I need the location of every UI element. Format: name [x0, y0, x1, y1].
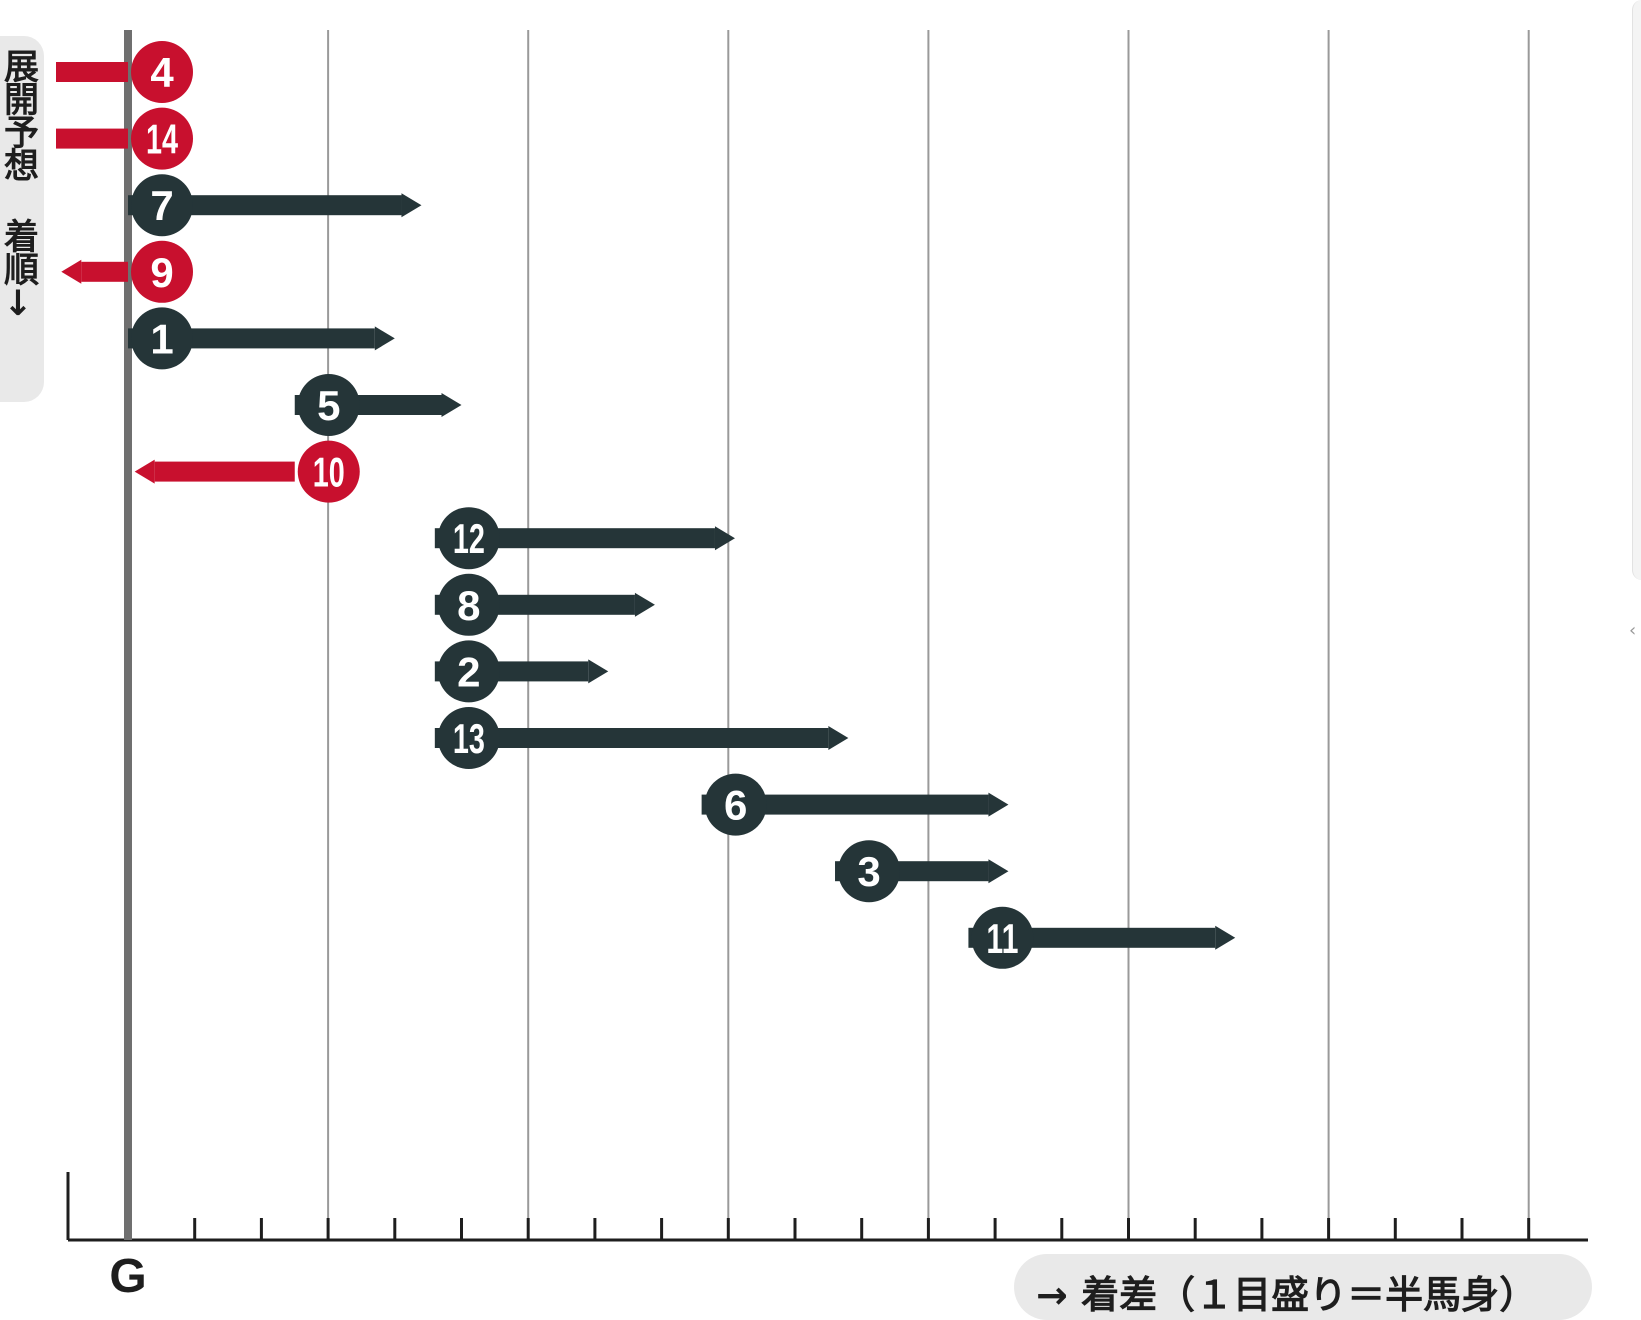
horse-row: 9: [61, 240, 193, 303]
horse-number-badge: [704, 773, 767, 836]
horse-row: 3: [835, 840, 1009, 903]
horse-row: 4: [56, 41, 193, 103]
horse-row: 6: [701, 773, 1009, 836]
horse-number-label: 9: [150, 249, 173, 296]
horse-row: 1: [128, 307, 395, 370]
x-axis-label-box: → 着差（１目盛り＝半馬身）: [1014, 1254, 1592, 1320]
horse-number-label: 11: [986, 915, 1018, 962]
horse-number-badge: [437, 507, 500, 570]
behind-arrow-shaft: [701, 794, 989, 815]
horse-number-label: 3: [857, 848, 880, 895]
horse-number-label: 7: [150, 182, 173, 229]
ahead-arrow-shaft: [154, 461, 295, 482]
chevron-left-icon[interactable]: ‹: [1629, 620, 1637, 641]
horse-number-label: 12: [453, 515, 485, 562]
horse-row: 11: [968, 906, 1236, 969]
goal-label: G: [109, 1250, 146, 1303]
horse-number-badge: [131, 107, 193, 170]
behind-arrow-shaft: [434, 528, 715, 549]
horse-number-badge: [297, 440, 360, 503]
horse-number-badge: [131, 307, 193, 370]
y-axis-label: 展開予想 着順↓: [0, 48, 38, 322]
horse-row: 14: [56, 107, 193, 170]
horse-number-label: 8: [457, 582, 480, 629]
behind-arrow-head: [988, 792, 1009, 817]
horse-row: 13: [434, 707, 849, 769]
behind-arrow-head: [634, 592, 655, 617]
ahead-arrow-head: [134, 459, 155, 484]
horse-row: 7: [128, 174, 422, 237]
behind-arrow-shaft: [128, 195, 402, 216]
horse-number-label: 10: [313, 449, 345, 496]
horse-number-label: 13: [453, 715, 485, 762]
horse-number-label: 4: [150, 49, 174, 96]
horse-number-label: 1: [150, 315, 173, 362]
grid-lines: [327, 30, 1530, 1240]
behind-arrow-shaft: [434, 728, 829, 748]
ahead-arrow-shaft: [81, 261, 128, 282]
y-axis-label-box: 展開予想 着順↓: [0, 36, 44, 402]
horse-number-badge: [131, 41, 193, 103]
ahead-arrow-shaft: [56, 62, 128, 82]
horse-number-label: 6: [724, 782, 747, 829]
horse-row: 5: [294, 374, 462, 436]
behind-arrow-head: [401, 193, 422, 218]
horse-row: 12: [434, 507, 735, 570]
horse-number-badge: [838, 840, 901, 903]
title-fragment: [60, 0, 90, 6]
horse-number-label: 14: [146, 116, 178, 163]
x-axis-label: → 着差（１目盛り＝半馬身）: [1036, 1273, 1538, 1317]
behind-arrow-head: [1215, 925, 1236, 950]
behind-arrow-head: [441, 393, 462, 417]
horse-row: 2: [434, 640, 609, 703]
behind-arrow-head: [828, 726, 849, 750]
axes: [66, 30, 1588, 1242]
ahead-arrow-head: [61, 259, 82, 284]
horse-number-badge: [437, 707, 500, 769]
horse-number-badge: [297, 374, 360, 436]
side-panel-tab[interactable]: [1632, 0, 1641, 580]
horse-number-badge: [971, 906, 1034, 969]
horse-number-badge: [131, 174, 193, 237]
behind-arrow-head: [714, 526, 735, 551]
chart-rows: 4 14 7 9 1 5 10 12 8 2 13 6 3 11: [56, 41, 1236, 969]
ahead-arrow-shaft: [56, 128, 128, 149]
horse-number-badge: [131, 240, 193, 303]
cut-off-title: [0, 0, 1000, 6]
behind-arrow-head: [588, 659, 609, 684]
behind-arrow-head: [988, 859, 1009, 884]
horse-number-label: 5: [317, 382, 340, 429]
horse-number-badge: [437, 573, 500, 636]
horse-number-label: 2: [457, 648, 480, 695]
behind-arrow-head: [374, 326, 395, 351]
horse-row: 10: [134, 440, 360, 503]
horse-number-badge: [437, 640, 500, 703]
horse-row: 8: [434, 573, 655, 636]
